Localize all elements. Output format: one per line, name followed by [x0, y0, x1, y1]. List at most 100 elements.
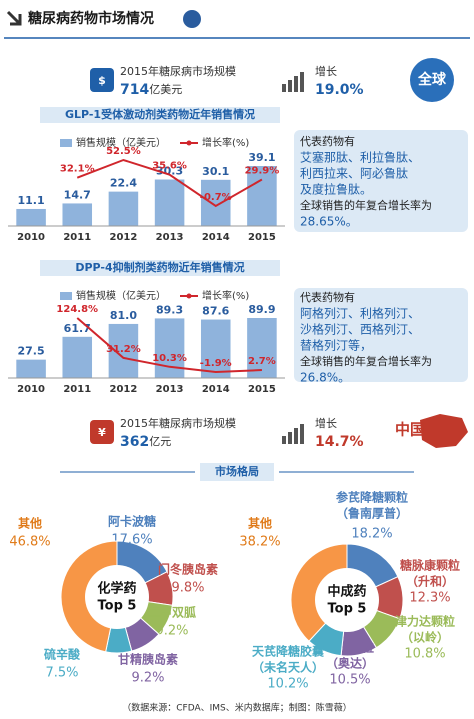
- bar: [154, 318, 185, 378]
- donut-hole: [85, 565, 149, 629]
- slice-label: 二甲双胍: [148, 605, 196, 620]
- legend-label: 销售规模（亿美元）: [76, 136, 166, 149]
- bar: [200, 179, 231, 226]
- legend-swatch: [60, 139, 72, 147]
- slice-label: 甘精胰岛素: [118, 652, 178, 667]
- slice-value: 18.2%: [351, 527, 392, 542]
- x-tick-label: 2010: [17, 384, 45, 395]
- yuan-glyph: ¥: [98, 426, 106, 439]
- x-tick-label: 2015: [248, 384, 276, 395]
- slice-label: 天芪降糖胶囊: [252, 644, 325, 659]
- legend-swatch: [186, 140, 192, 146]
- bar: [108, 191, 139, 226]
- global-value: 714: [120, 82, 149, 98]
- bar: [16, 359, 46, 378]
- donut-hole: [315, 568, 379, 632]
- donut-center: 化学药: [97, 581, 136, 597]
- donut-center: Top 5: [328, 602, 367, 617]
- growth-line: [76, 317, 262, 374]
- note-line: 及度拉鲁肽。: [300, 182, 372, 197]
- bar-value-label: 39.1: [248, 151, 275, 164]
- slice-value: 38.2%: [239, 535, 280, 550]
- slice-value: 10.8%: [404, 647, 445, 662]
- slice-label: 阿卡波糖: [108, 514, 156, 529]
- line-value-label: 10.3%: [152, 353, 187, 364]
- bar-value-label: 22.4: [110, 177, 137, 190]
- bar-value-label: 14.7: [64, 188, 91, 201]
- line-value-label: 124.8%: [56, 304, 98, 315]
- x-tick-label: 2012: [109, 232, 137, 243]
- bar: [62, 203, 93, 226]
- x-tick-label: 2010: [17, 232, 45, 243]
- x-tick-label: 2015: [248, 232, 276, 243]
- global-label: 2015年糖尿病市场规模: [120, 64, 236, 78]
- chart-title: DPP-4抑制剂类药物近年销售情况: [75, 260, 244, 274]
- bar-value-label: 30.1: [202, 165, 229, 178]
- note-line: 沙格列汀、西格列汀、: [300, 322, 420, 337]
- bar-value-label: 61.7: [64, 322, 91, 335]
- bar-value-label: 11.1: [18, 194, 45, 207]
- china-growth: 14.7%: [315, 434, 364, 450]
- arrow-icon: [6, 10, 22, 26]
- section-title: 市场格局: [215, 464, 259, 478]
- note-line: 艾塞那肽、利拉鲁肽、: [300, 150, 420, 165]
- dollar-icon: [90, 68, 114, 92]
- slice-value: 17.6%: [111, 533, 152, 548]
- china-unit: 亿元: [149, 435, 171, 448]
- bar-value-label: 89.9: [248, 303, 275, 316]
- legend-label: 增长率(%): [202, 136, 249, 149]
- x-tick-label: 2013: [156, 384, 184, 395]
- slice-company: （以岭）: [401, 630, 449, 645]
- slice-value: 46.8%: [9, 535, 50, 550]
- legend-label: 销售规模（亿美元）: [76, 289, 166, 302]
- note-line: 28.65%。: [300, 215, 358, 229]
- china-value: 362: [120, 434, 149, 450]
- line-value-label: -0.7%: [200, 192, 232, 203]
- slice-value: 10.5%: [329, 673, 370, 688]
- dollar-glyph: $: [98, 74, 106, 87]
- china-map: [420, 414, 468, 448]
- global-value-line: 714亿美元: [120, 82, 182, 98]
- donut-center: 中成药: [327, 584, 366, 600]
- bar: [247, 166, 277, 226]
- header-title: 糖尿病药物市场情况: [28, 10, 154, 27]
- note-box: [294, 130, 468, 232]
- note-box: [294, 288, 468, 382]
- slice-value: 12.3%: [409, 591, 450, 606]
- footer-source: （数据来源：CFDA、IMS、米内数据库；制图：陈雪薇）: [122, 702, 352, 714]
- x-tick-label: 2014: [202, 232, 230, 243]
- line-value-label: 32.1%: [60, 164, 95, 175]
- slice-value: 9.2%: [155, 624, 188, 639]
- line-value-label: 29.9%: [245, 166, 280, 177]
- bar: [16, 208, 46, 226]
- global-unit: 亿美元: [149, 83, 182, 96]
- slice-company: （未名天人）: [252, 660, 324, 675]
- legend-swatch: [186, 293, 192, 299]
- global-growth: 19.0%: [315, 82, 364, 98]
- note-line: 全球销售的年复合增长率为: [300, 354, 432, 368]
- note-line: 代表药物有: [300, 134, 355, 148]
- x-tick-label: 2011: [63, 384, 91, 395]
- x-tick-label: 2013: [156, 232, 184, 243]
- bar: [108, 323, 139, 378]
- donut-center: Top 5: [98, 599, 137, 614]
- bar: [200, 319, 231, 378]
- slice-label: 硫辛酸: [44, 647, 81, 662]
- bar: [62, 336, 93, 378]
- bar-value-label: 87.6: [202, 305, 229, 318]
- growth-icon: [282, 424, 304, 444]
- slice-value: 7.5%: [45, 666, 78, 681]
- chart-title: GLP-1受体激动剂类药物近年销售情况: [65, 107, 255, 121]
- line-value-label: 52.5%: [106, 146, 141, 157]
- x-tick-label: 2012: [109, 384, 137, 395]
- line-value-label: 35.6%: [152, 161, 187, 172]
- slice-company: （升和）: [406, 574, 454, 589]
- bar: [247, 318, 277, 378]
- note-line: 全球销售的年复合增长率为: [300, 198, 432, 212]
- slice-value: 10.2%: [267, 677, 308, 692]
- global-badge: 全球: [417, 71, 447, 88]
- chart-title-banner: [40, 107, 280, 123]
- slice-value: 9.2%: [131, 671, 164, 686]
- note-line: 替格列汀等，: [300, 338, 372, 353]
